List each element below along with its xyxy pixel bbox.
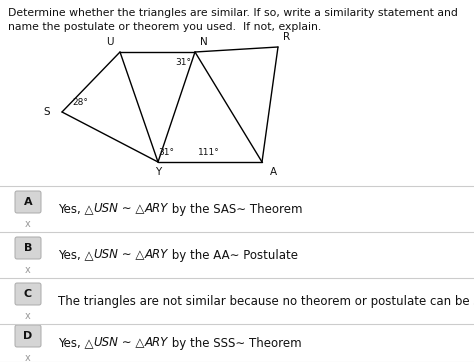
FancyBboxPatch shape	[15, 325, 41, 347]
Text: ARY: ARY	[145, 337, 168, 349]
Text: ∼ △: ∼ △	[118, 202, 145, 215]
Text: 28°: 28°	[72, 98, 88, 107]
Text: S: S	[44, 107, 50, 117]
Text: name the postulate or theorem you used.  If not, explain.: name the postulate or theorem you used. …	[8, 22, 321, 32]
Text: Y: Y	[155, 167, 161, 177]
Text: The triangles are not similar because no theorem or postulate can be satisfied.: The triangles are not similar because no…	[58, 295, 474, 307]
FancyBboxPatch shape	[15, 283, 41, 305]
Text: x: x	[25, 219, 31, 229]
Text: USN: USN	[93, 248, 118, 261]
FancyBboxPatch shape	[15, 237, 41, 259]
Text: Yes, △: Yes, △	[58, 202, 93, 215]
Text: 31°: 31°	[175, 58, 191, 67]
Text: USN: USN	[93, 337, 118, 349]
Text: B: B	[24, 243, 32, 253]
Text: A: A	[270, 167, 277, 177]
Text: C: C	[24, 289, 32, 299]
Text: by the SSS∼ Theorem: by the SSS∼ Theorem	[168, 337, 301, 349]
Text: by the AA∼ Postulate: by the AA∼ Postulate	[168, 248, 298, 261]
Text: USN: USN	[93, 202, 118, 215]
Text: ARY: ARY	[145, 248, 168, 261]
Text: Yes, △: Yes, △	[58, 337, 93, 349]
Text: N: N	[200, 37, 208, 47]
Text: ARY: ARY	[145, 202, 168, 215]
Text: Determine whether the triangles are similar. If so, write a similarity statement: Determine whether the triangles are simi…	[8, 8, 458, 18]
Text: Yes, △: Yes, △	[58, 248, 93, 261]
Text: R: R	[283, 32, 290, 42]
Text: D: D	[23, 331, 33, 341]
Text: x: x	[25, 311, 31, 321]
Text: 31°: 31°	[158, 148, 174, 157]
Text: x: x	[25, 265, 31, 275]
Text: A: A	[24, 197, 32, 207]
Text: ∼ △: ∼ △	[118, 248, 145, 261]
Text: by the SAS∼ Theorem: by the SAS∼ Theorem	[168, 202, 302, 215]
Text: ∼ △: ∼ △	[118, 337, 145, 349]
FancyBboxPatch shape	[15, 191, 41, 213]
Text: x: x	[25, 353, 31, 362]
Text: 111°: 111°	[198, 148, 220, 157]
Text: U: U	[107, 37, 114, 47]
